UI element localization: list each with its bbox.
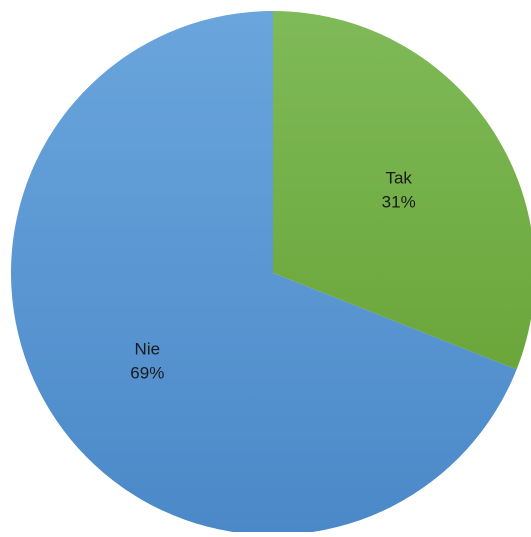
slice-percent-label: 69% xyxy=(130,363,164,382)
pie-slices xyxy=(11,10,531,535)
pie-labels: Tak 31% Nie 69% xyxy=(130,169,415,383)
slice-category-label: Tak xyxy=(385,169,412,188)
slice-category-label: Nie xyxy=(135,339,161,358)
slice-percent-label: 31% xyxy=(382,193,416,212)
pie-slice-tak xyxy=(273,11,531,370)
pie-slice-nie xyxy=(11,10,517,535)
